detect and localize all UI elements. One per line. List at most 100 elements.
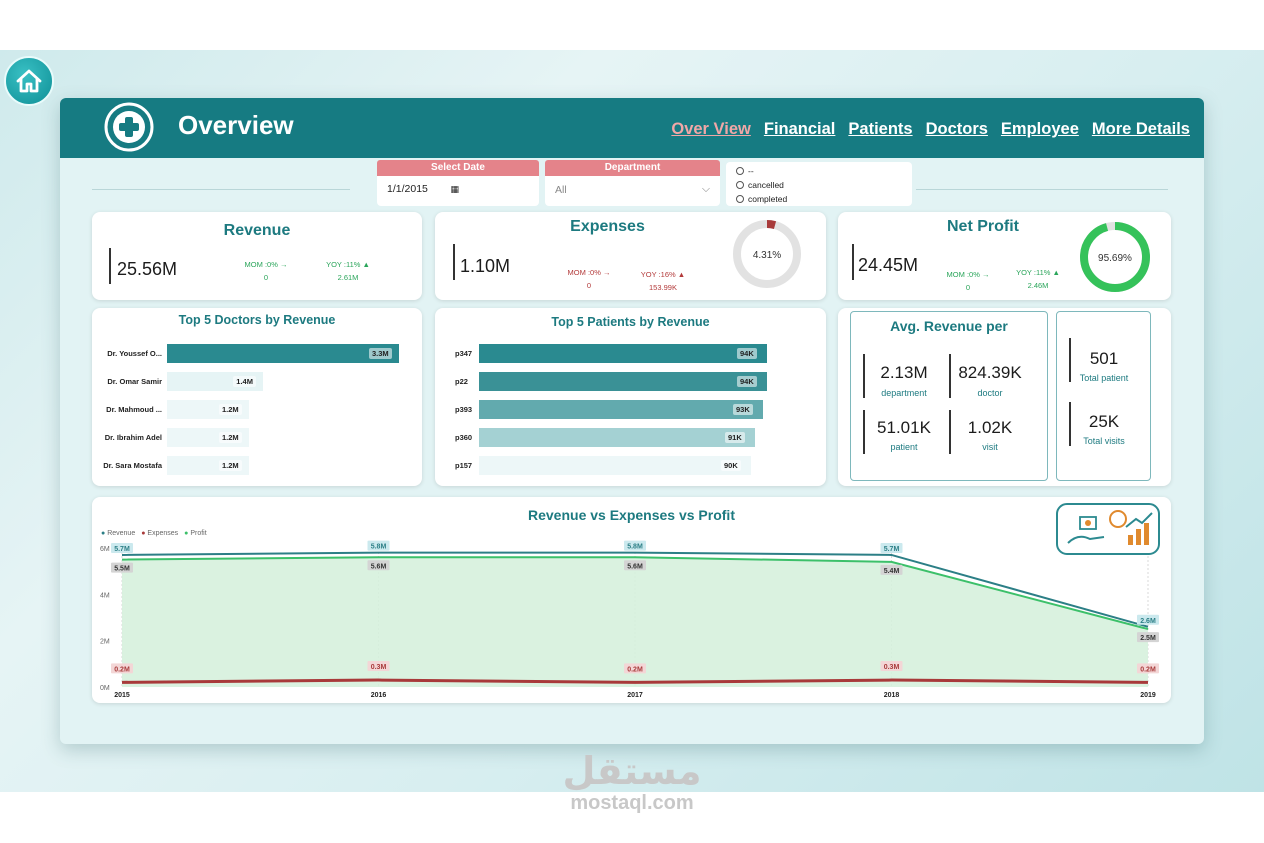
kpi-marker xyxy=(453,244,455,280)
status-slicer: -- cancelled completed xyxy=(726,162,912,206)
bar-category-label: p360 xyxy=(455,433,473,442)
avg-patient-label: patient xyxy=(890,442,918,452)
top-doctors-title: Top 5 Doctors by Revenue xyxy=(178,313,336,327)
x-tick-label: 2019 xyxy=(1140,692,1156,699)
kpi-marker xyxy=(109,248,111,284)
kpi-marker xyxy=(863,410,865,454)
chart-legend: ● Revenue ● Expenses ● Profit xyxy=(101,530,207,537)
bar[interactable] xyxy=(479,428,755,447)
nav-patients[interactable]: Patients xyxy=(848,120,913,138)
bar-category-label: Dr. Sara Mostafa xyxy=(103,461,162,470)
net-profit-ring-label: 95.69% xyxy=(1098,253,1132,264)
net-profit-value: 24.45M xyxy=(858,255,919,275)
bar-category-label: p157 xyxy=(455,461,473,470)
data-label: 0.2M xyxy=(627,666,643,673)
avg-department-value: 2.13M xyxy=(880,363,928,382)
bar[interactable] xyxy=(479,344,767,363)
data-label: 5.7M xyxy=(114,546,130,553)
revenue-mom: MOM :0% → 0 xyxy=(244,260,288,282)
bar-value-label: 91K xyxy=(725,432,745,443)
top-doctors-card: Top 5 Doctors by Revenue Dr. Youssef O..… xyxy=(92,308,422,486)
bar[interactable] xyxy=(479,400,763,419)
bar-value-label: 1.2M xyxy=(219,404,242,415)
department-value: All xyxy=(555,183,567,196)
kpi-marker xyxy=(852,244,854,280)
nav-employee[interactable]: Employee xyxy=(1000,120,1079,138)
data-label-bg xyxy=(367,661,390,672)
radio-icon xyxy=(736,195,744,203)
home-icon xyxy=(16,69,42,93)
bar-value-label: 1.2M xyxy=(219,460,242,471)
expenses-yoy: YOY :16% ▲ 153.99K xyxy=(640,270,686,292)
legend-item[interactable]: ● Profit xyxy=(184,530,207,537)
finance-illustration-icon xyxy=(1056,503,1160,555)
profit-area xyxy=(122,557,1148,687)
data-label-bg xyxy=(111,542,133,553)
data-label: 0.2M xyxy=(114,666,130,673)
data-label: 0.2M xyxy=(1140,666,1156,673)
bar-value-label: 93K xyxy=(733,404,753,415)
bar-category-label: Dr. Mahmoud ... xyxy=(106,405,162,414)
bar-value-label: 1.4M xyxy=(233,376,256,387)
status-option[interactable]: completed xyxy=(736,192,902,206)
revenue-title: Revenue xyxy=(223,222,291,239)
avg-visit-label: visit xyxy=(982,442,998,452)
department-slicer[interactable]: Department All ⌵ xyxy=(545,160,720,206)
bar-category-label: p22 xyxy=(455,377,468,386)
expenses-ring: 4.31% xyxy=(733,220,801,288)
medical-cross-icon xyxy=(104,102,154,152)
avg-revenue-box: Avg. Revenue per 2.13M department 824.39… xyxy=(850,311,1048,481)
nav-financial[interactable]: Financial xyxy=(763,120,836,138)
nav-tabs: Over View Financial Patients Doctors Emp… xyxy=(671,120,1190,139)
net-profit-mom: MOM :0% → 0 xyxy=(946,270,990,292)
y-tick-label: 2M xyxy=(100,639,110,646)
status-option[interactable]: cancelled xyxy=(736,178,902,192)
bar[interactable] xyxy=(167,344,399,363)
series-line-profit[interactable] xyxy=(121,556,1149,631)
data-label-bg xyxy=(111,663,133,674)
legend-item[interactable]: ● Revenue xyxy=(101,530,136,537)
bar-category-label: Dr. Youssef O... xyxy=(107,349,162,358)
series-line-revenue[interactable] xyxy=(121,551,1149,628)
legend-item[interactable]: ● Expenses xyxy=(141,530,179,537)
expenses-card: Expenses 1.10M MOM :0% → 0 YOY :16% ▲ 153.… xyxy=(435,212,826,300)
data-label-bg xyxy=(1137,632,1159,643)
totals-box: 501 Total patient 25K Total visits xyxy=(1056,311,1151,481)
bar-category-label: p393 xyxy=(455,405,473,414)
nav-overview[interactable]: Over View xyxy=(671,120,751,138)
radio-icon xyxy=(736,181,744,189)
series-line-expenses[interactable] xyxy=(121,678,1149,684)
status-option[interactable]: -- xyxy=(736,164,902,178)
bar-value-label: 90K xyxy=(721,460,741,471)
data-label: 5.4M xyxy=(884,568,900,575)
chevron-down-icon[interactable]: ⌵ xyxy=(702,183,710,195)
data-label-bg xyxy=(624,663,646,674)
bar-category-label: Dr. Omar Samir xyxy=(107,377,162,386)
bar[interactable] xyxy=(479,456,751,475)
report-panel: Overview Over View Financial Patients Do… xyxy=(60,98,1204,744)
expenses-title: Expenses xyxy=(570,218,645,235)
y-tick-label: 4M xyxy=(100,592,110,599)
data-label: 2.5M xyxy=(1140,635,1156,642)
avg-doctor-label: doctor xyxy=(977,388,1003,398)
data-label: 5.5M xyxy=(114,566,130,573)
avg-revenue-title: Avg. Revenue per xyxy=(890,318,1008,334)
expenses-mom: MOM :0% → 0 xyxy=(567,268,611,290)
kpi-marker xyxy=(949,410,951,454)
nav-more-details[interactable]: More Details xyxy=(1091,120,1190,138)
department-slicer-label: Department xyxy=(545,160,720,176)
date-slicer[interactable]: Select Date 1/1/2015 ▦ xyxy=(377,160,539,206)
kpi-marker xyxy=(1069,402,1071,446)
bar-value-label: 1.2M xyxy=(219,432,242,443)
calendar-icon[interactable]: ▦ xyxy=(450,183,459,194)
bar[interactable] xyxy=(479,372,767,391)
data-label: 2.6M xyxy=(1140,618,1156,625)
total-visits-value: 25K xyxy=(1088,412,1120,431)
nav-doctors[interactable]: Doctors xyxy=(925,120,988,138)
net-profit-title: Net Profit xyxy=(947,218,1019,235)
home-button[interactable] xyxy=(4,56,54,106)
divider xyxy=(92,189,350,190)
data-label-bg xyxy=(1137,663,1159,674)
radio-icon xyxy=(736,167,744,175)
x-tick-label: 2016 xyxy=(371,692,387,699)
